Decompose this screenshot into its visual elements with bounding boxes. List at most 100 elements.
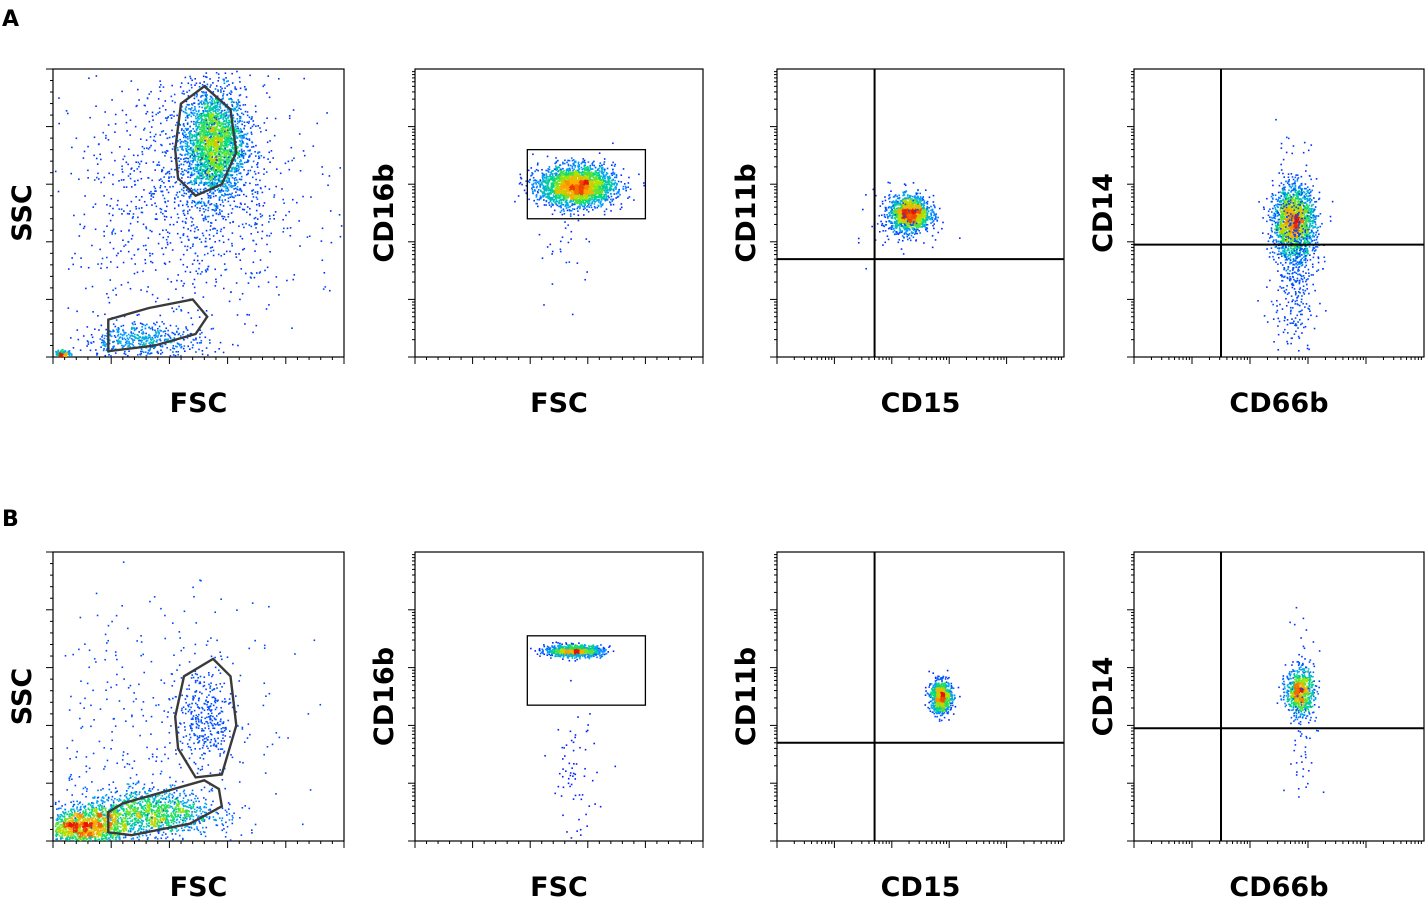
event-dot	[206, 174, 208, 176]
event-dot	[195, 131, 197, 133]
event-dot	[221, 110, 224, 112]
event-dot	[214, 128, 217, 131]
event-dot	[120, 179, 123, 181]
event-dot	[210, 130, 213, 133]
event-dot	[114, 123, 117, 125]
event-dot	[195, 137, 198, 140]
event-dot	[198, 124, 200, 126]
event-dot	[229, 250, 231, 253]
event-dot	[189, 195, 192, 198]
event-dot	[215, 149, 218, 151]
event-dot	[188, 239, 190, 241]
event-dot	[255, 243, 258, 246]
event-dot	[209, 185, 212, 188]
event-dot	[150, 352, 153, 355]
event-dot	[196, 121, 199, 124]
event-dot	[248, 138, 251, 140]
event-dot	[181, 105, 183, 108]
event-dot	[120, 284, 123, 286]
event-dot	[261, 191, 264, 194]
event-dot	[207, 220, 210, 223]
event-dot	[206, 166, 208, 168]
event-dot	[151, 327, 154, 330]
event-dot	[251, 141, 254, 144]
event-dot	[135, 328, 137, 331]
event-dot	[218, 129, 221, 132]
event-dot	[142, 270, 144, 273]
event-dot	[212, 146, 215, 148]
event-dot	[197, 201, 200, 204]
event-dot	[164, 335, 166, 337]
event-dot	[195, 141, 198, 143]
event-dot	[204, 102, 207, 105]
event-dot	[139, 138, 142, 140]
event-dot	[164, 218, 166, 221]
event-dot	[219, 107, 222, 109]
event-dot	[264, 185, 267, 188]
event-dot	[216, 150, 218, 152]
event-dot	[193, 188, 196, 191]
event-dot	[182, 149, 185, 151]
event-dot	[209, 203, 211, 206]
event-dot	[149, 337, 152, 339]
event-dot	[153, 339, 155, 342]
event-dot	[190, 115, 193, 118]
event-dot	[185, 153, 187, 156]
event-dot	[222, 155, 224, 158]
event-dot	[252, 331, 254, 334]
event-dot	[272, 157, 274, 159]
event-dot	[216, 167, 219, 170]
event-dot	[223, 142, 226, 145]
event-dot	[224, 132, 227, 135]
event-dot	[183, 192, 186, 195]
event-dot	[86, 345, 88, 347]
event-dot	[176, 279, 178, 282]
event-dot	[216, 229, 219, 232]
event-dot	[156, 218, 158, 221]
event-dot	[204, 215, 207, 218]
event-dot	[614, 182, 617, 184]
event-dot	[162, 86, 165, 88]
event-dot	[204, 75, 207, 78]
event-dot	[138, 339, 141, 342]
event-dot	[219, 161, 222, 164]
event-dot	[590, 204, 592, 207]
event-dot	[198, 132, 201, 134]
event-dot	[219, 105, 221, 107]
event-dot	[205, 122, 208, 125]
event-dot	[156, 351, 159, 353]
event-dot	[238, 194, 241, 197]
event-dot	[161, 321, 164, 323]
event-dot	[208, 133, 211, 136]
event-dot	[103, 235, 106, 237]
event-dot	[212, 214, 214, 217]
event-dot	[209, 166, 212, 169]
event-dot	[235, 106, 238, 109]
event-dot	[201, 154, 204, 157]
event-dot	[250, 131, 253, 134]
event-dot	[601, 166, 604, 169]
event-dot	[233, 171, 236, 173]
event-dot	[189, 125, 192, 128]
event-dot	[212, 188, 215, 191]
event-dot	[141, 150, 144, 153]
event-dot	[205, 115, 208, 118]
event-dot	[181, 170, 183, 173]
event-dot	[193, 201, 196, 204]
event-dot	[214, 98, 217, 100]
event-dot	[312, 145, 315, 147]
event-dot	[211, 173, 214, 175]
event-dot	[149, 327, 152, 330]
event-dot	[204, 164, 207, 166]
event-dot	[149, 254, 151, 257]
event-dot	[218, 197, 221, 199]
event-dot	[207, 194, 210, 197]
event-dot	[171, 331, 174, 334]
event-dot	[167, 338, 169, 341]
event-dot	[154, 323, 157, 326]
event-dot	[117, 339, 120, 341]
event-dot	[246, 132, 249, 135]
event-dot	[227, 173, 229, 176]
event-dot	[193, 134, 196, 136]
event-dot	[233, 196, 235, 199]
